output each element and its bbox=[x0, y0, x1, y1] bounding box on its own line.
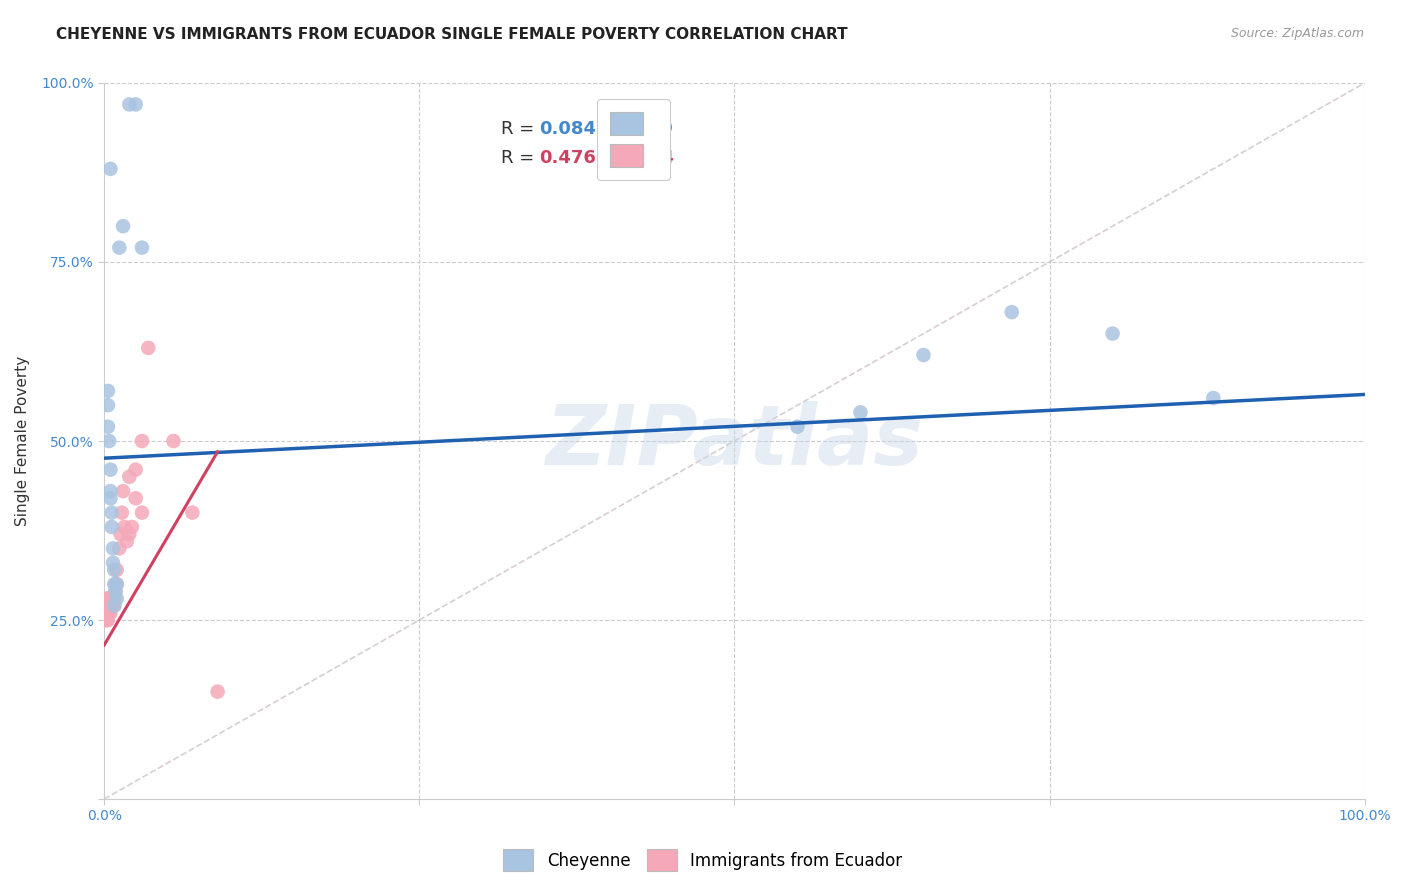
Point bbox=[100, 606, 122, 620]
Point bbox=[112, 520, 135, 534]
Point bbox=[97, 419, 120, 434]
Point bbox=[103, 599, 125, 613]
Point bbox=[786, 419, 808, 434]
Point bbox=[97, 606, 120, 620]
Point bbox=[162, 434, 184, 448]
Point bbox=[98, 434, 121, 448]
Point bbox=[98, 591, 121, 606]
Point bbox=[94, 599, 117, 613]
Text: 44: 44 bbox=[648, 149, 673, 167]
Point bbox=[1001, 305, 1024, 319]
Point bbox=[97, 398, 120, 412]
Point bbox=[105, 563, 128, 577]
Text: R =: R = bbox=[501, 120, 540, 138]
Point bbox=[96, 606, 118, 620]
Point bbox=[100, 599, 122, 613]
Point bbox=[101, 599, 124, 613]
Point bbox=[124, 491, 146, 506]
Text: N =: N = bbox=[602, 149, 654, 167]
Point bbox=[100, 520, 122, 534]
Point bbox=[101, 541, 124, 556]
Point bbox=[124, 463, 146, 477]
Point bbox=[100, 599, 122, 613]
Point bbox=[108, 541, 131, 556]
Point bbox=[96, 599, 118, 613]
Text: CHEYENNE VS IMMIGRANTS FROM ECUADOR SINGLE FEMALE POVERTY CORRELATION CHART: CHEYENNE VS IMMIGRANTS FROM ECUADOR SING… bbox=[56, 27, 848, 42]
Point bbox=[103, 577, 125, 591]
Y-axis label: Single Female Poverty: Single Female Poverty bbox=[15, 356, 30, 526]
Point bbox=[96, 613, 118, 627]
Point bbox=[97, 591, 120, 606]
Point bbox=[100, 591, 122, 606]
Point bbox=[104, 584, 127, 599]
Point bbox=[118, 470, 141, 484]
Point bbox=[136, 341, 159, 355]
Point bbox=[124, 97, 146, 112]
Point bbox=[912, 348, 935, 362]
Point bbox=[98, 599, 121, 613]
Text: ZIPatlas: ZIPatlas bbox=[546, 401, 924, 482]
Point bbox=[94, 606, 117, 620]
Point bbox=[103, 563, 125, 577]
Point bbox=[100, 506, 122, 520]
Legend: , : , bbox=[598, 99, 669, 180]
Point bbox=[97, 384, 120, 398]
Legend: Cheyenne, Immigrants from Ecuador: Cheyenne, Immigrants from Ecuador bbox=[495, 841, 911, 880]
Point bbox=[101, 556, 124, 570]
Point bbox=[118, 527, 141, 541]
Point bbox=[104, 584, 127, 599]
Point bbox=[110, 527, 132, 541]
Point bbox=[97, 613, 120, 627]
Text: 0.476: 0.476 bbox=[538, 149, 596, 167]
Text: 0.084: 0.084 bbox=[538, 120, 596, 138]
Point bbox=[100, 491, 122, 506]
Point bbox=[100, 463, 122, 477]
Point bbox=[105, 577, 128, 591]
Point bbox=[131, 506, 153, 520]
Point bbox=[101, 591, 124, 606]
Point bbox=[181, 506, 204, 520]
Point bbox=[849, 405, 872, 419]
Text: 29: 29 bbox=[648, 120, 673, 138]
Point bbox=[98, 606, 121, 620]
Point bbox=[1101, 326, 1123, 341]
Point bbox=[100, 591, 122, 606]
Point bbox=[100, 161, 122, 176]
Point bbox=[112, 484, 135, 499]
Text: N =: N = bbox=[602, 120, 654, 138]
Point bbox=[108, 241, 131, 255]
Point bbox=[96, 591, 118, 606]
Text: Source: ZipAtlas.com: Source: ZipAtlas.com bbox=[1230, 27, 1364, 40]
Point bbox=[115, 534, 138, 549]
Point bbox=[112, 219, 135, 234]
Point bbox=[207, 684, 229, 698]
Point bbox=[104, 577, 127, 591]
Point bbox=[105, 577, 128, 591]
Point bbox=[103, 599, 125, 613]
Point bbox=[121, 520, 143, 534]
Point bbox=[105, 591, 128, 606]
Point bbox=[97, 599, 120, 613]
Text: R =: R = bbox=[501, 149, 540, 167]
Point bbox=[131, 241, 153, 255]
Point bbox=[131, 434, 153, 448]
Point bbox=[94, 613, 117, 627]
Point bbox=[111, 506, 134, 520]
Point bbox=[103, 591, 125, 606]
Point bbox=[118, 97, 141, 112]
Point bbox=[100, 484, 122, 499]
Point bbox=[1202, 391, 1225, 405]
